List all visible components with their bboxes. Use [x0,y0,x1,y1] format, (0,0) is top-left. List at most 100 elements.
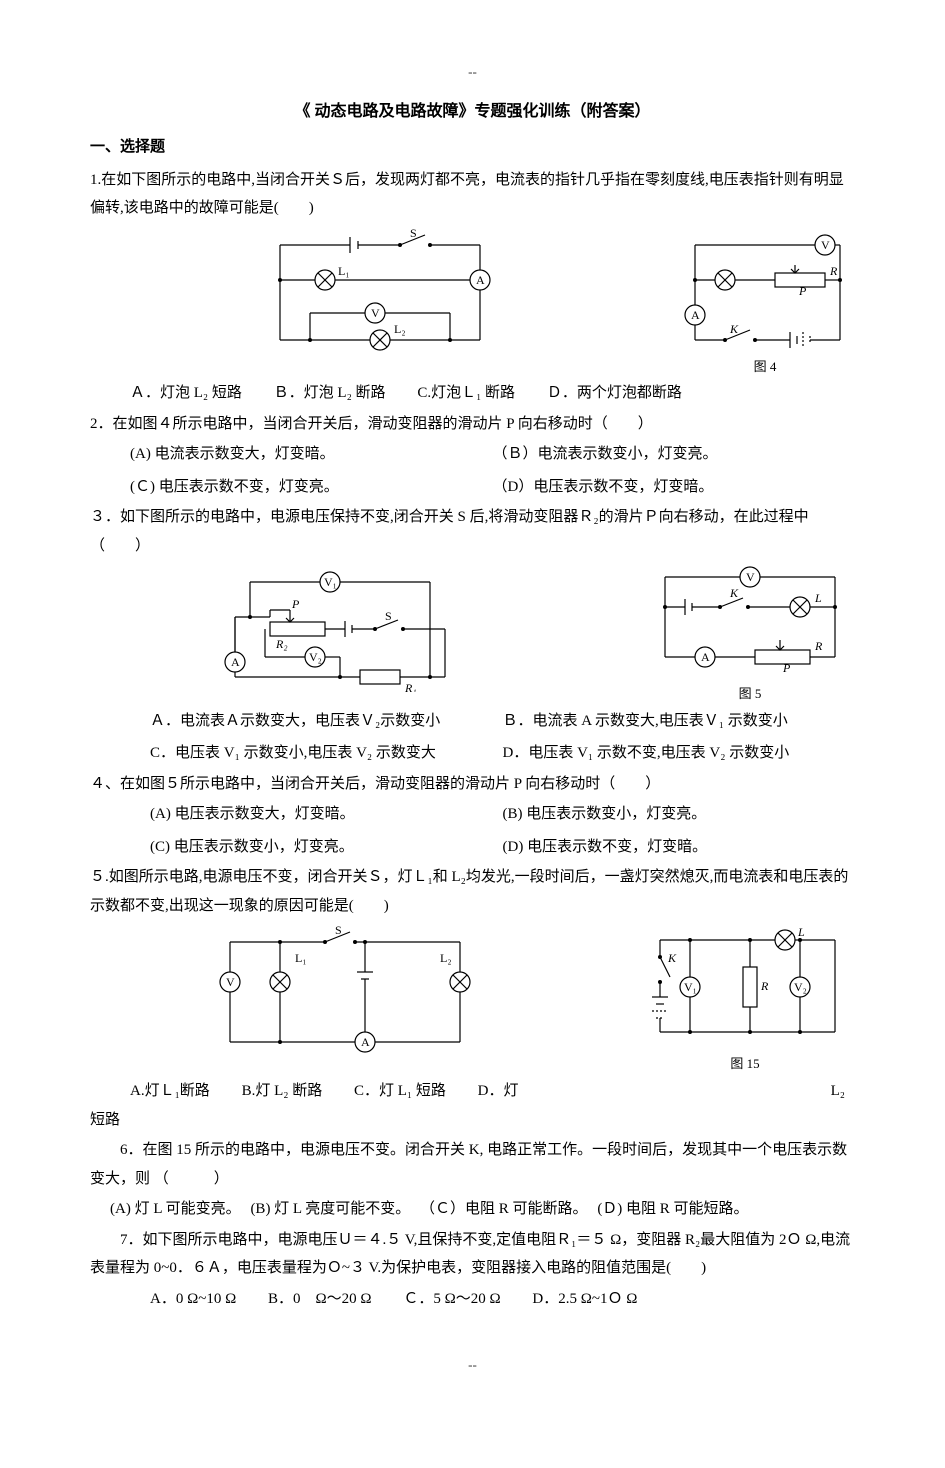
svg-text:K: K [729,586,739,600]
q1-opt-a: Ａ．灯泡 L₂ 短路 [130,379,242,408]
q3-options: Ａ．电流表Ａ示数变大，电压表Ｖ₂示数变小 Ｂ．电流表 A 示数变大,电压表Ｖ₁ … [150,707,855,768]
q5-figures-row: S L₂ A V L₁ [90,922,855,1077]
figure-15: L K V₁ R [635,922,855,1077]
question-5: ５.如图所示电路,电源电压不变，闭合开关Ｓ，灯Ｌ₁和 L₂均发光,一段时间后，一… [90,863,855,920]
q3-opt-d: D．电压表 V₁ 示数不变,电压表 V₂ 示数变小 [503,739,856,768]
q3-num: ３． [90,509,120,525]
svg-text:L₁: L₁ [295,951,307,965]
svg-text:V: V [226,975,235,989]
q4-opt-c: (C) 电压表示数变小，灯变亮。 [150,833,503,862]
q5-text: 如图所示电路,电源电压不变，闭合开关Ｓ，灯Ｌ₁和 L₂均发光,一段时间后，一盏灯… [90,869,848,914]
q2-num: 2． [90,416,113,432]
question-6: 6．在图 15 所示的电路中，电源电压不变。闭合开关 K, 电路正常工作。一段时… [90,1136,855,1193]
svg-text:A: A [231,655,240,669]
figure-4: V R P A [675,225,855,380]
svg-text:S: S [335,923,342,937]
q3-text: 如下图所示的电路中，电源电压保持不变,闭合开关 S 后,将滑动变阻器Ｒ₂的滑片Ｐ… [90,509,809,554]
figure-15-caption: 图 15 [635,1052,855,1077]
q5-opt-b: B.灯 L₂ 断路 [242,1077,323,1106]
q5-opt-d-tail: 短路 [90,1106,855,1135]
q3-opt-b: Ｂ．电流表 A 示数变大,电压表Ｖ₁ 示数变小 [503,707,856,736]
question-3: ３．如下图所示的电路中，电源电压保持不变,闭合开关 S 后,将滑动变阻器Ｒ₂的滑… [90,503,855,560]
header-dash: -- [90,60,855,85]
q6-opt-d: (Ｄ) 电阻 R 可能短路。 [597,1195,748,1224]
q6-opt-c: （Ｃ）电阻 R 可能断路。 [420,1195,588,1224]
svg-text:V: V [746,570,755,584]
svg-text:L: L [797,925,805,939]
q5-opt-c: C．灯 L₁ 短路 [354,1077,446,1106]
q5-num: ５. [90,869,109,885]
q1-opt-d: Ｄ．两个灯泡都断路 [547,379,682,408]
svg-text:R₁: R₁ [404,681,417,692]
q2-opt-d: （D）电压表示数不变，灯变暗。 [493,473,856,502]
question-7: 7．如下图所示电路中，电源电压Ｕ＝４.５ V,且保持不变,定值电阻Ｒ₁＝５ Ω，… [90,1226,855,1283]
q4-opt-b: (B) 电压表示数变小，灯变亮。 [503,800,856,829]
q3-circuit: A R₂ P S R₁ [210,562,470,692]
q1-options: Ａ．灯泡 L₂ 短路 Ｂ．灯泡 L₂ 断路 C.灯泡Ｌ₁ 断路 Ｄ．两个灯泡都断… [130,379,855,408]
q6-options: (A) 灯 L 可能变亮。 (B) 灯 L 亮度可能不变。 （Ｃ）电阻 R 可能… [110,1195,855,1224]
q7-opt-b: B．0 Ω～20 Ω [268,1285,372,1314]
q4-opt-a: (A) 电压表示数变大，灯变暗。 [150,800,503,829]
q2-text: 在如图４所示电路中，当闭合开关后，滑动变阻器的滑动片 P 向右移动时（ ） [113,416,653,432]
q2-opt-c: (Ｃ) 电压表示数不变，灯变亮。 [130,473,493,502]
svg-text:V: V [371,306,380,320]
q5-options: A.灯Ｌ₁断路 B.灯 L₂ 断路 C．灯 L₁ 短路 D．灯 L₂ [130,1077,855,1106]
svg-text:V₁: V₁ [324,575,337,589]
figure-5: V K L A R [645,562,855,707]
q3-opt-c: C．电压表 V₁ 示数变小,电压表 V₂ 示数变大 [150,739,503,768]
svg-text:P: P [782,661,791,675]
q2-opt-a: (A) 电流表示数变大，灯变暗。 [130,440,493,469]
svg-text:L₁: L₁ [338,264,350,278]
svg-text:R: R [760,979,769,993]
q2-options: (A) 电流表示数变大，灯变暗。 （Ｂ）电流表示数变小，灯变亮。 (Ｃ) 电压表… [130,440,855,501]
q4-num: ４、 [90,776,120,792]
svg-text:V: V [821,238,830,252]
q1-opt-c: C.灯泡Ｌ₁ 断路 [417,379,515,408]
figure-4-caption: 图 4 [675,355,855,380]
svg-text:R₂: R₂ [275,637,288,651]
figure-5-caption: 图 5 [645,682,855,707]
svg-text:P: P [291,597,300,611]
svg-text:V₂: V₂ [309,650,322,664]
svg-text:A: A [691,308,700,322]
svg-text:V₂: V₂ [794,980,807,994]
section-heading: 一、选择题 [90,133,855,162]
svg-text:A: A [701,650,710,664]
q1-num: 1. [90,172,101,188]
svg-text:A: A [361,1035,370,1049]
question-1: 1.在如下图所示的电路中,当闭合开关Ｓ后，发现两灯都不亮，电流表的指针几乎指在零… [90,166,855,223]
q4-opt-d: (D) 电压表示数不变，灯变暗。 [503,833,856,862]
q1-opt-b: Ｂ．灯泡 L₂ 断路 [274,379,386,408]
q1-text: 在如下图所示的电路中,当闭合开关Ｓ后，发现两灯都不亮，电流表的指针几乎指在零刻度… [90,172,844,217]
svg-text:S: S [410,226,417,240]
svg-text:S: S [385,609,392,623]
q1-figures-row: S A L₂ L₁ V [90,225,855,380]
footer-dash: -- [90,1353,855,1378]
q6-opt-a: (A) 灯 L 可能变亮。 [110,1195,241,1224]
svg-text:V₁: V₁ [684,980,697,994]
q4-text: 在如图５所示电路中，当闭合开关后，滑动变阻器的滑动片 P 向右移动时（ ） [120,776,660,792]
q4-options: (A) 电压表示数变大，灯变暗。 (B) 电压表示数变小，灯变亮。 (C) 电压… [150,800,855,861]
q5-opt-d: D．灯 [478,1077,519,1106]
svg-text:K: K [667,951,677,965]
svg-text:A: A [476,273,485,287]
q2-opt-b: （Ｂ）电流表示数变小，灯变亮。 [493,440,856,469]
svg-text:P: P [798,284,807,298]
q3-opt-a: Ａ．电流表Ａ示数变大，电压表Ｖ₂示数变小 [150,707,503,736]
svg-text:L₂: L₂ [440,951,452,965]
q1-circuit: S A L₂ L₁ V [250,225,510,355]
q5-circuit: S L₂ A V L₁ [200,922,490,1062]
q5-opt-a: A.灯Ｌ₁断路 [130,1077,210,1106]
q5-opt-d-sub: L₂ [831,1077,845,1106]
svg-text:K: K [729,322,739,336]
page-title: 《 动态电路及电路故障》专题强化训练（附答案） [90,97,855,127]
svg-text:L: L [814,591,822,605]
question-4: ４、在如图５所示电路中，当闭合开关后，滑动变阻器的滑动片 P 向右移动时（ ） [90,770,855,799]
svg-text:R: R [814,639,823,653]
q7-opt-a: A．0 Ω~10 Ω [150,1285,236,1314]
q7-opt-c: Ｃ．5 Ω～20 Ω [403,1285,500,1314]
svg-text:R: R [829,264,838,278]
q7-opt-d: D．2.5 Ω~1Ｏ Ω [532,1285,637,1314]
question-2: 2．在如图４所示电路中，当闭合开关后，滑动变阻器的滑动片 P 向右移动时（ ） [90,410,855,439]
q3-figures-row: A R₂ P S R₁ [90,562,855,707]
